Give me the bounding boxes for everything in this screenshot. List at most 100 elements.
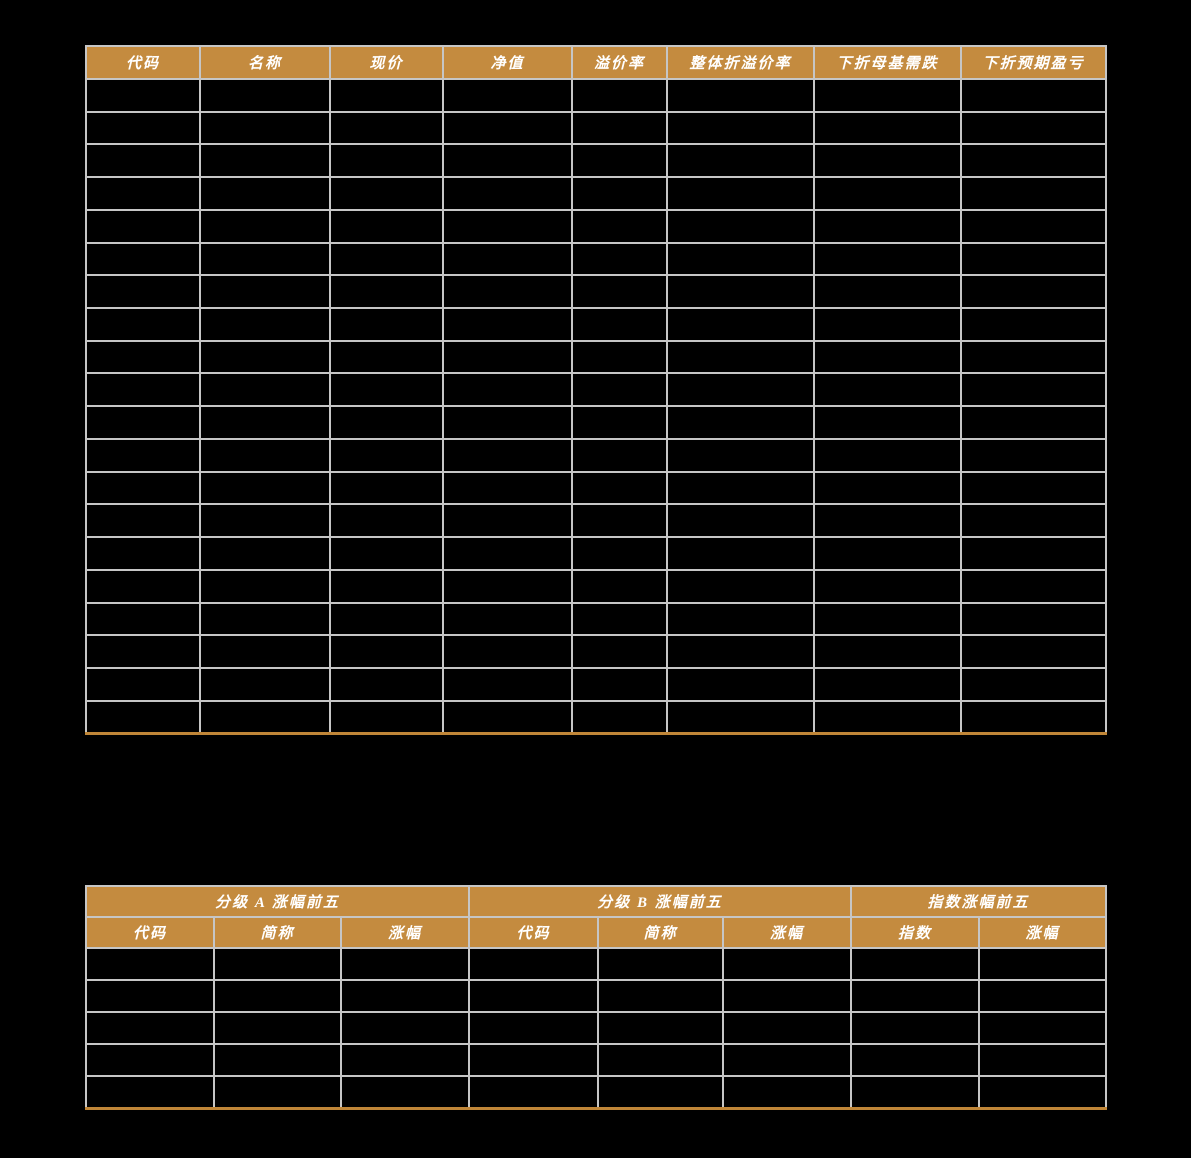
table-cell bbox=[666, 339, 815, 375]
table-cell bbox=[571, 307, 668, 342]
table-row bbox=[85, 437, 1107, 473]
table-cell bbox=[199, 241, 331, 277]
table-cell bbox=[85, 208, 201, 244]
table-cell bbox=[666, 536, 815, 571]
table-cell bbox=[199, 372, 331, 408]
table-cell bbox=[199, 405, 331, 440]
table-cell bbox=[199, 274, 331, 310]
table-cell bbox=[666, 470, 815, 506]
table-cell bbox=[813, 405, 962, 440]
table-cell bbox=[85, 241, 201, 277]
table-cell bbox=[813, 437, 962, 473]
table-cell bbox=[329, 241, 444, 277]
table-row bbox=[85, 274, 1107, 310]
table-cell bbox=[199, 339, 331, 375]
col-header-abbr-a: 简称 bbox=[213, 916, 342, 949]
table-row bbox=[85, 241, 1107, 277]
table-row bbox=[85, 568, 1107, 604]
table-cell bbox=[468, 1011, 600, 1046]
table-row bbox=[85, 946, 1108, 982]
table-cell bbox=[199, 634, 331, 669]
table-cell bbox=[199, 568, 331, 604]
table-cell bbox=[960, 536, 1107, 571]
table-cell bbox=[850, 1043, 981, 1078]
table-cell bbox=[442, 274, 573, 310]
table-cell bbox=[666, 274, 815, 310]
table-cell bbox=[571, 503, 668, 539]
table-row bbox=[85, 405, 1107, 440]
table-cell bbox=[442, 666, 573, 702]
table-row bbox=[85, 666, 1107, 702]
table-cell bbox=[960, 143, 1107, 179]
table-cell bbox=[199, 307, 331, 342]
table-cell bbox=[813, 666, 962, 702]
table-cell bbox=[960, 78, 1107, 113]
table-cell bbox=[442, 143, 573, 179]
table-cell bbox=[571, 339, 668, 375]
table-cell bbox=[571, 437, 668, 473]
table-cell bbox=[850, 1075, 981, 1110]
table-cell bbox=[813, 503, 962, 539]
table-cell bbox=[329, 568, 444, 604]
table-cell bbox=[960, 699, 1107, 735]
table-cell bbox=[960, 437, 1107, 473]
table-cell bbox=[960, 601, 1107, 637]
table-cell bbox=[442, 307, 573, 342]
table-cell bbox=[666, 372, 815, 408]
table-cell bbox=[339, 1043, 471, 1078]
table-cell bbox=[85, 1043, 215, 1078]
table-cell bbox=[339, 1011, 471, 1046]
table-cell bbox=[722, 1011, 853, 1046]
table-row bbox=[85, 699, 1107, 735]
table-cell bbox=[666, 110, 815, 146]
table-cell bbox=[960, 372, 1107, 408]
col-header-gain-b: 涨幅 bbox=[722, 916, 853, 949]
table-cell bbox=[329, 666, 444, 702]
table-cell bbox=[960, 176, 1107, 211]
table-cell bbox=[597, 1011, 725, 1046]
table-cell bbox=[85, 339, 201, 375]
table-cell bbox=[960, 274, 1107, 310]
table-cell bbox=[199, 208, 331, 244]
top-gainers-table: 分级 A 涨幅前五 分级 B 涨幅前五 指数涨幅前五 代码 简称 涨幅 代码 简… bbox=[84, 885, 1108, 1110]
col-header-gain-index: 涨幅 bbox=[978, 916, 1108, 949]
table-cell bbox=[960, 241, 1107, 277]
table-cell bbox=[329, 372, 444, 408]
table-cell bbox=[468, 1075, 600, 1110]
table-cell bbox=[85, 437, 201, 473]
table-cell bbox=[960, 503, 1107, 539]
discount-premium-table: 代码 名称 现价 净值 溢价率 整体折溢价率 下折母基需跌 下折预期盈亏 bbox=[85, 45, 1107, 735]
table-cell bbox=[199, 143, 331, 179]
table-cell bbox=[199, 176, 331, 211]
table-cell bbox=[329, 78, 444, 113]
table-row bbox=[85, 536, 1107, 571]
table-cell bbox=[85, 666, 201, 702]
table-cell bbox=[442, 208, 573, 244]
table-cell bbox=[597, 946, 725, 982]
table-cell bbox=[442, 503, 573, 539]
table-cell bbox=[199, 437, 331, 473]
table-cell bbox=[978, 1011, 1108, 1046]
table-cell bbox=[213, 979, 342, 1014]
table-cell bbox=[666, 437, 815, 473]
table-cell bbox=[339, 1075, 471, 1110]
table-cell bbox=[468, 946, 600, 982]
table-cell bbox=[722, 1043, 853, 1078]
table-cell bbox=[85, 307, 201, 342]
table-cell bbox=[960, 634, 1107, 669]
table-cell bbox=[85, 503, 201, 539]
table-cell bbox=[850, 979, 981, 1014]
table-cell bbox=[85, 470, 201, 506]
col-header-nav: 净值 bbox=[442, 45, 573, 80]
table-cell bbox=[960, 405, 1107, 440]
table-row bbox=[85, 503, 1107, 539]
table-cell bbox=[85, 946, 215, 982]
col-header-overall-discount-premium-rate: 整体折溢价率 bbox=[666, 45, 815, 80]
table-row bbox=[85, 78, 1107, 113]
table-cell bbox=[442, 437, 573, 473]
table-cell bbox=[442, 176, 573, 211]
table-cell bbox=[571, 699, 668, 735]
table-cell bbox=[85, 274, 201, 310]
table-cell bbox=[442, 568, 573, 604]
